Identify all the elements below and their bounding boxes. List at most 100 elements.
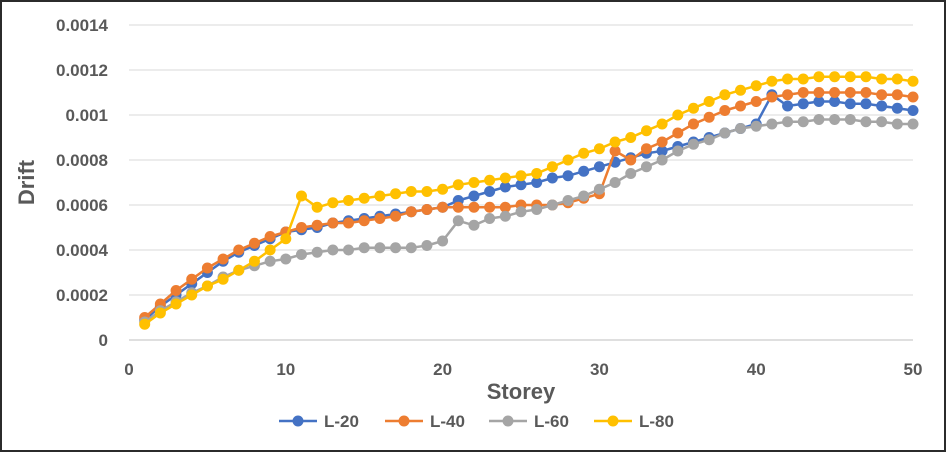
legend-label-l-60: L-60 — [534, 412, 569, 431]
data-point-l-20 — [876, 100, 888, 112]
data-point-l-40 — [703, 111, 715, 123]
data-point-l-60 — [813, 114, 825, 125]
data-point-l-20 — [499, 181, 511, 193]
legend-label-l-20: L-20 — [324, 412, 359, 431]
data-point-l-40 — [829, 87, 841, 98]
data-point-l-80 — [499, 172, 511, 184]
data-point-l-80 — [766, 75, 778, 87]
x-tick-label: 0 — [124, 360, 133, 379]
data-point-l-40 — [233, 244, 245, 256]
data-point-l-80 — [390, 188, 402, 200]
data-point-l-60 — [374, 242, 386, 254]
series-line-l-20 — [143, 93, 914, 321]
data-point-l-20 — [860, 98, 872, 110]
data-point-l-60 — [750, 120, 762, 132]
data-point-l-40 — [390, 210, 402, 222]
y-tick-label: 0.0004 — [56, 241, 109, 260]
data-point-l-60 — [499, 210, 511, 222]
data-point-l-20 — [782, 100, 794, 112]
data-point-l-60 — [609, 177, 621, 188]
data-point-l-80 — [609, 136, 621, 148]
data-point-l-40 — [687, 118, 699, 130]
legend-marker-l-40 — [398, 415, 410, 427]
data-point-l-80 — [311, 201, 323, 213]
data-point-l-60 — [578, 190, 590, 202]
data-point-l-40 — [311, 219, 323, 231]
data-point-l-80 — [578, 147, 590, 159]
data-point-l-60 — [593, 183, 605, 195]
y-tick-label: 0.0012 — [56, 61, 108, 80]
data-point-l-60 — [343, 244, 355, 256]
data-point-l-60 — [358, 242, 370, 254]
data-point-l-60 — [295, 249, 307, 260]
data-point-l-60 — [405, 242, 417, 254]
data-point-l-40 — [343, 217, 355, 229]
data-point-l-60 — [531, 204, 543, 215]
data-point-l-60 — [437, 235, 449, 247]
data-point-l-40 — [484, 201, 496, 213]
data-point-l-60 — [546, 199, 558, 211]
data-point-l-60 — [844, 114, 856, 125]
data-point-l-60 — [656, 154, 668, 166]
data-point-l-40 — [860, 87, 872, 98]
data-point-l-80 — [813, 71, 825, 83]
data-point-l-60 — [797, 116, 809, 128]
data-point-l-20 — [656, 145, 668, 157]
data-point-l-40 — [264, 231, 276, 242]
data-point-l-80 — [844, 71, 856, 83]
data-point-l-80 — [484, 174, 496, 186]
data-point-l-20 — [797, 98, 809, 110]
data-point-l-40 — [405, 206, 417, 218]
data-point-l-40 — [656, 136, 668, 148]
data-point-l-60 — [515, 206, 527, 218]
data-point-l-20 — [891, 102, 903, 114]
data-point-l-80 — [891, 73, 903, 85]
data-point-l-40 — [374, 213, 386, 224]
data-point-l-80 — [876, 73, 888, 85]
data-point-l-20 — [531, 177, 543, 188]
data-point-l-80 — [201, 280, 213, 292]
data-point-l-80 — [264, 244, 276, 256]
x-tick-label: 30 — [590, 360, 609, 379]
data-point-l-60 — [452, 215, 464, 227]
series-line-l-60 — [143, 118, 913, 324]
data-point-l-20 — [844, 98, 856, 110]
data-point-l-40 — [358, 215, 370, 227]
series-line-l-80 — [143, 75, 914, 326]
data-point-l-40 — [907, 91, 919, 103]
legend-marker-l-20 — [292, 415, 304, 427]
data-point-l-40 — [421, 204, 433, 215]
data-point-l-60 — [484, 213, 496, 224]
data-point-l-80 — [468, 177, 480, 188]
data-point-l-80 — [687, 102, 699, 114]
data-point-l-40 — [327, 217, 339, 229]
data-point-l-40 — [217, 253, 229, 265]
data-point-l-60 — [625, 168, 637, 179]
legend-label-l-40: L-40 — [430, 412, 465, 431]
data-point-l-60 — [829, 114, 841, 125]
data-point-l-80 — [186, 289, 198, 301]
data-point-l-80 — [358, 192, 370, 204]
x-tick-label: 50 — [904, 360, 923, 379]
data-point-l-40 — [876, 89, 888, 101]
data-point-l-40 — [625, 154, 637, 166]
data-point-l-20 — [562, 170, 574, 182]
data-point-l-40 — [248, 237, 260, 249]
data-point-l-80 — [374, 190, 386, 202]
data-point-l-80 — [139, 318, 151, 330]
data-point-l-20 — [578, 165, 590, 177]
data-point-l-60 — [327, 244, 339, 256]
x-axis-title: Storey — [487, 379, 556, 404]
legend-marker-l-60 — [502, 415, 514, 427]
y-tick-label: 0.0008 — [56, 151, 108, 170]
y-tick-label: 0.0002 — [56, 286, 108, 305]
data-point-l-80 — [719, 89, 731, 101]
data-point-l-80 — [154, 307, 166, 319]
data-point-l-60 — [264, 255, 276, 267]
data-point-l-40 — [437, 201, 449, 213]
data-point-l-40 — [750, 96, 762, 107]
data-point-l-80 — [656, 118, 668, 130]
x-tick-label: 40 — [747, 360, 766, 379]
data-point-l-40 — [844, 87, 856, 98]
